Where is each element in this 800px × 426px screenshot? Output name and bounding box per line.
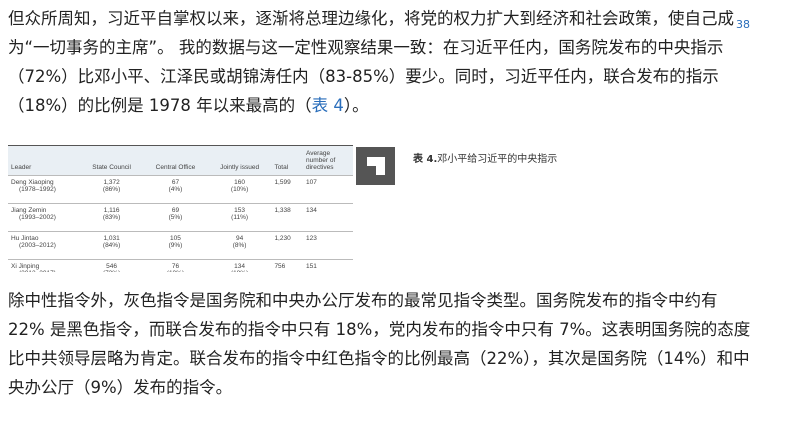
table-cell: 756: [271, 259, 303, 272]
table-cell: 1,116 (83%): [79, 203, 144, 232]
table-caption: 表 4.邓小平给习近平的中央指示: [413, 154, 558, 165]
table-cell: 1,599: [271, 175, 303, 204]
expand-image-button[interactable]: [356, 147, 395, 185]
table-cell: 153 (11%): [207, 203, 272, 232]
table-cell: 1,031 (84%): [79, 231, 144, 260]
table-cell: Xi Jinping(2013–2017): [8, 259, 80, 272]
paragraph-1: 但众所周知，习近平自掌权以来，逐渐将总理边缘化，将党的权力扩大到经济和社会政策，…: [8, 9, 750, 115]
table-cell: 69 (5%): [143, 203, 208, 232]
table-cell: 105 (9%): [143, 231, 208, 260]
table-cell: 107: [303, 175, 353, 204]
table-cell: 123: [303, 231, 353, 260]
table-cell: 546(72%): [79, 259, 144, 272]
expand-icon: [366, 157, 385, 175]
table-4-image[interactable]: Leader State Council Central Office Jointly…: [8, 145, 395, 272]
paragraph-2: 除中性指令外，灰色指令是国务院和中央办公厅发布的最常见指令类型。国务院发布的指令…: [8, 291, 751, 397]
table-cell: 76(10%): [143, 259, 208, 272]
table-cell: 134(18%): [207, 259, 272, 272]
table-cell: Hu Jintao (2003–2012): [8, 231, 80, 260]
table-cell: 1,230: [271, 231, 303, 260]
table-4-link[interactable]: 表 4: [311, 96, 344, 115]
table-row: Xi Jinping(2013–2017)546(72%)76(10%)134(…: [8, 259, 353, 272]
table-cell: 151: [303, 259, 353, 272]
table-cell: 94 (8%): [207, 231, 272, 260]
column-header: Central Office: [155, 164, 196, 171]
table-cell: 1,338: [271, 203, 303, 232]
table-cell: Jiang Zemin (1993–2002): [8, 203, 80, 232]
table-cell: 160 (10%): [207, 175, 272, 204]
table-cell: 1,372 (86%): [79, 175, 144, 204]
column-header: Jointly issued: [220, 164, 260, 171]
table-cell: Deng Xiaoping (1978–1992): [8, 175, 80, 204]
column-header: Total: [274, 164, 289, 171]
footnote-link[interactable]: 38: [736, 18, 750, 32]
table-cell: 67 (4%): [143, 175, 208, 204]
directives-table: Leader State Council Central Office Jointly…: [8, 145, 353, 272]
table-row: Deng Xiaoping (1978–1992) 1,372 (86%) 67 (4%)…: [8, 175, 353, 204]
table-cell: 134: [303, 203, 353, 232]
table-row: Hu Jintao (2003–2012) 1,031 (84%) 105 (9%) 94(…: [8, 231, 353, 260]
table-row: Jiang Zemin (1993–2002) 1,116 (83%) 69 (5%) 15…: [8, 203, 353, 232]
column-header: Average number of directives: [306, 150, 336, 171]
column-header: State Council: [92, 164, 131, 171]
column-header: Leader: [11, 164, 32, 171]
